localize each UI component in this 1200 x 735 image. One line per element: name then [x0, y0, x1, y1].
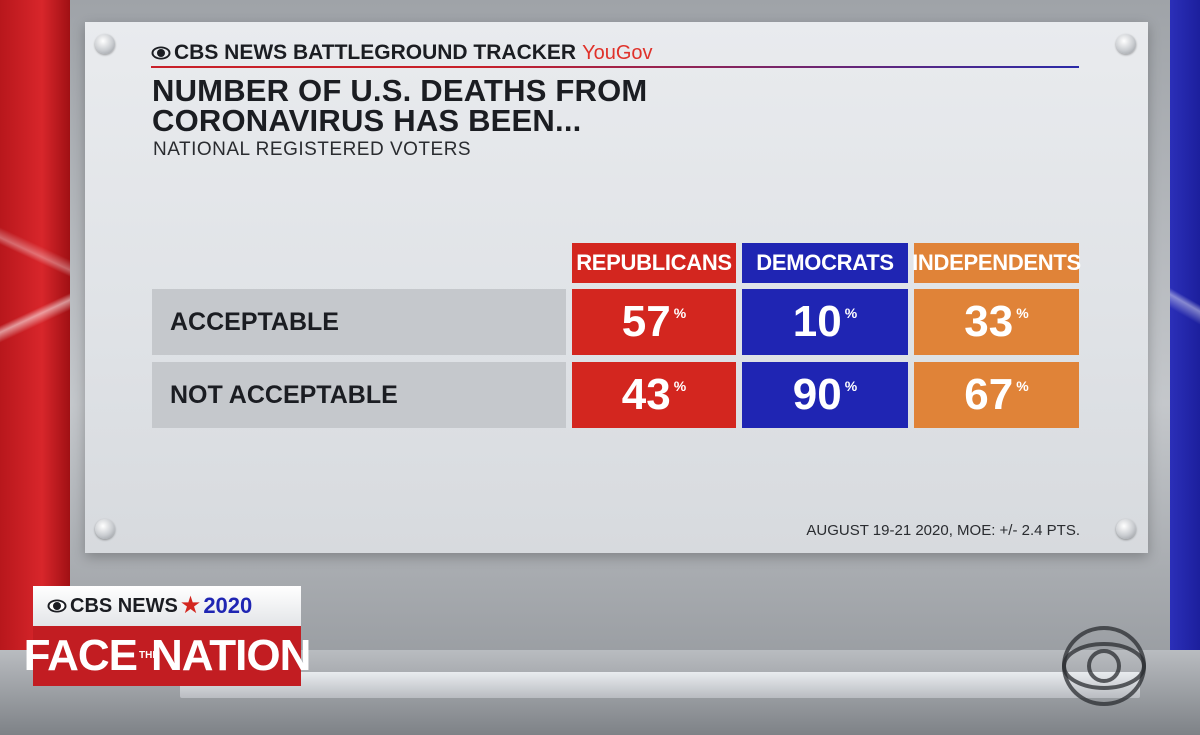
header-rule — [151, 66, 1079, 68]
row-label-text: NOT ACCEPTABLE — [170, 380, 398, 409]
cell-acceptable-independents: 33% — [914, 289, 1079, 355]
show-bug-network: CBS NEWS ★ 2020 — [33, 586, 301, 626]
percent-sign: % — [844, 305, 858, 321]
election-year: 2020 — [203, 593, 253, 618]
headline-line-2: CORONAVIRUS HAS BEEN... — [152, 103, 582, 138]
poll-graphic-panel: CBS NEWS BATTLEGROUND TRACKER YouGov NUM… — [85, 22, 1148, 553]
tracker-header: CBS NEWS BATTLEGROUND TRACKER YouGov — [151, 39, 653, 67]
star-icon: ★ — [179, 592, 202, 619]
poll-population: NATIONAL REGISTERED VOTERS — [153, 139, 472, 160]
percent-sign: % — [844, 378, 858, 394]
row-label-text: ACCEPTABLE — [170, 307, 339, 336]
cell-not-acceptable-republicans: 43% — [572, 362, 736, 428]
column-header-republicans: REPUBLICANS — [572, 243, 736, 283]
row-label-not-acceptable: NOT ACCEPTABLE — [152, 362, 566, 428]
panel-bolt — [95, 34, 115, 54]
panel-bolt — [1116, 519, 1136, 539]
network-label: CBS NEWS — [70, 594, 178, 617]
cell-not-acceptable-independents: 67% — [914, 362, 1079, 428]
cell-value: 90 — [792, 370, 842, 419]
row-label-acceptable: ACCEPTABLE — [152, 289, 566, 355]
cbs-eye-icon — [47, 599, 67, 613]
poll-footnote: AUGUST 19-21 2020, MOE: +/- 2.4 PTS. — [806, 522, 1080, 539]
cell-value: 10 — [792, 297, 842, 346]
show-title: FACE THE NATION — [24, 626, 311, 686]
percent-sign: % — [1016, 305, 1029, 321]
cell-value: 57 — [621, 297, 671, 346]
percent-sign: % — [673, 378, 687, 394]
column-header-independents: INDEPENDENTS — [912, 243, 1081, 283]
studio-wall-red — [0, 0, 70, 660]
show-title-right: NATION — [150, 631, 311, 680]
partner-label: YouGov — [582, 41, 653, 64]
panel-bolt — [1116, 34, 1136, 54]
cell-acceptable-democrats: 10% — [742, 289, 908, 355]
tracker-label: CBS NEWS BATTLEGROUND TRACKER — [174, 41, 577, 64]
cbs-eye-icon — [151, 46, 171, 60]
studio-wall-blue — [1170, 0, 1200, 660]
panel-bolt — [95, 519, 115, 539]
cbs-eye-logo — [1062, 626, 1146, 706]
cell-value: 33 — [964, 297, 1014, 346]
column-header-democrats: DEMOCRATS — [742, 243, 908, 283]
headline-line-1: NUMBER OF U.S. DEATHS FROM — [152, 73, 648, 108]
percent-sign: % — [673, 305, 687, 321]
cell-value: 67 — [964, 370, 1014, 419]
percent-sign: % — [1016, 378, 1029, 394]
show-title-left: FACE — [23, 631, 138, 680]
cell-acceptable-republicans: 57% — [572, 289, 736, 355]
cell-not-acceptable-democrats: 90% — [742, 362, 908, 428]
cell-value: 43 — [621, 370, 671, 419]
show-title-small: THE — [138, 650, 159, 661]
floor-strip — [180, 672, 1140, 698]
show-bug: CBS NEWS ★ 2020 FACE THE NATION — [24, 586, 311, 686]
poll-question: NUMBER OF U.S. DEATHS FROM CORONAVIRUS H… — [152, 73, 852, 138]
